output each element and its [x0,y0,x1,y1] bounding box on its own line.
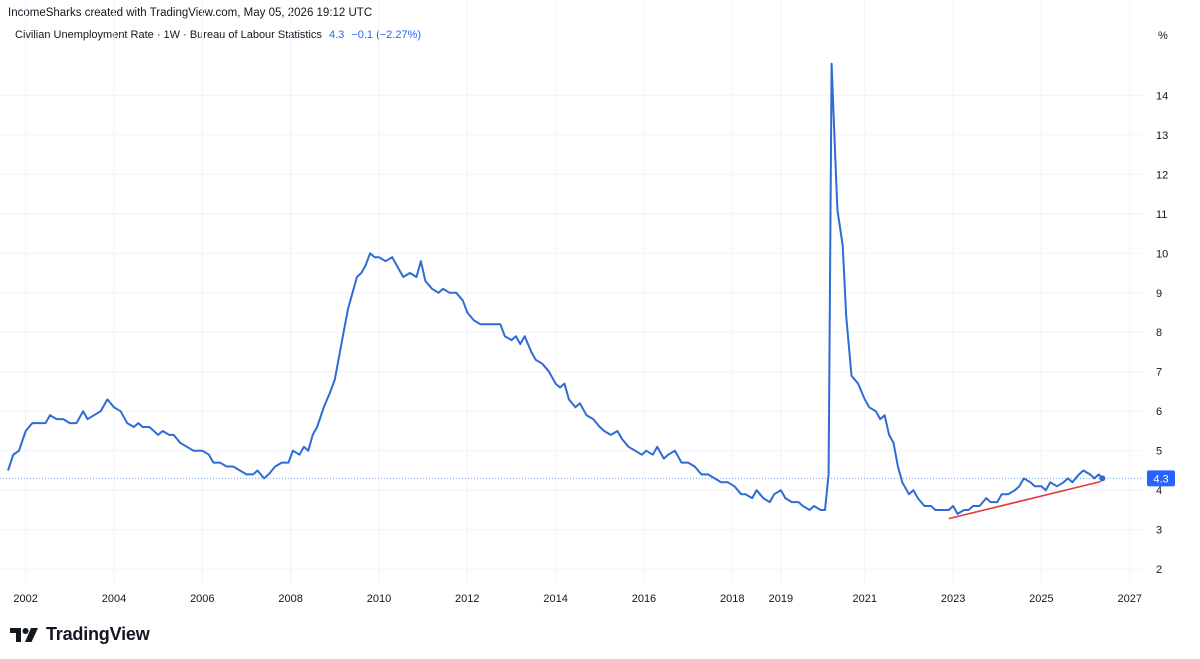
x-tick-label: 2021 [853,593,877,605]
chart-attribution: IncomeSharks created with TradingView.co… [8,7,373,19]
y-tick-label: 8 [1156,327,1162,339]
y-tick-label: 10 [1156,248,1168,260]
tradingview-logo: TradingView [10,624,150,645]
y-tick-label: 12 [1156,169,1168,181]
series-last-value: 4.3 [328,29,345,41]
x-tick-label: 2008 [278,593,302,605]
tradingview-logo-icon [10,627,38,642]
x-tick-label: 2010 [367,593,391,605]
x-tick-label: 2006 [190,593,214,605]
y-tick-label: 13 [1156,130,1168,142]
x-tick-label: 2019 [769,593,793,605]
y-unit-label: % [1158,30,1168,42]
y-tick-label: 5 [1156,446,1162,458]
y-tick-label: 7 [1156,367,1162,379]
y-tick-label: 4 [1156,485,1162,497]
last-point-marker [1099,475,1106,482]
trendline [948,480,1102,520]
series-change: −0.1 (−2.27%) [351,29,422,41]
x-tick-label: 2018 [720,593,744,605]
x-tick-label: 2027 [1118,593,1142,605]
y-tick-label: 14 [1156,90,1168,102]
series-legend[interactable]: Civilian Unemployment Rate · 1W · Bureau… [15,29,421,41]
x-tick-label: 2002 [13,593,37,605]
y-tick-label: 2 [1156,564,1162,576]
tradingview-brand: TradingView [46,624,150,644]
x-tick-label: 2012 [455,593,479,605]
x-tick-label: 2025 [1029,593,1053,605]
last-value-badge-label: 4.3 [1153,473,1168,485]
x-tick-label: 2016 [632,593,656,605]
y-tick-label: 11 [1156,209,1167,221]
y-tick-label: 3 [1156,525,1162,537]
x-tick-label: 2004 [102,593,126,605]
y-tick-label: 9 [1156,288,1162,300]
x-tick-label: 2023 [941,593,965,605]
series-title: Civilian Unemployment Rate · 1W · Bureau… [15,29,322,41]
y-tick-label: 6 [1156,406,1162,418]
unemployment-series-line [7,62,1104,515]
last-value-badge [1147,470,1175,487]
x-tick-label: 2014 [543,593,567,605]
